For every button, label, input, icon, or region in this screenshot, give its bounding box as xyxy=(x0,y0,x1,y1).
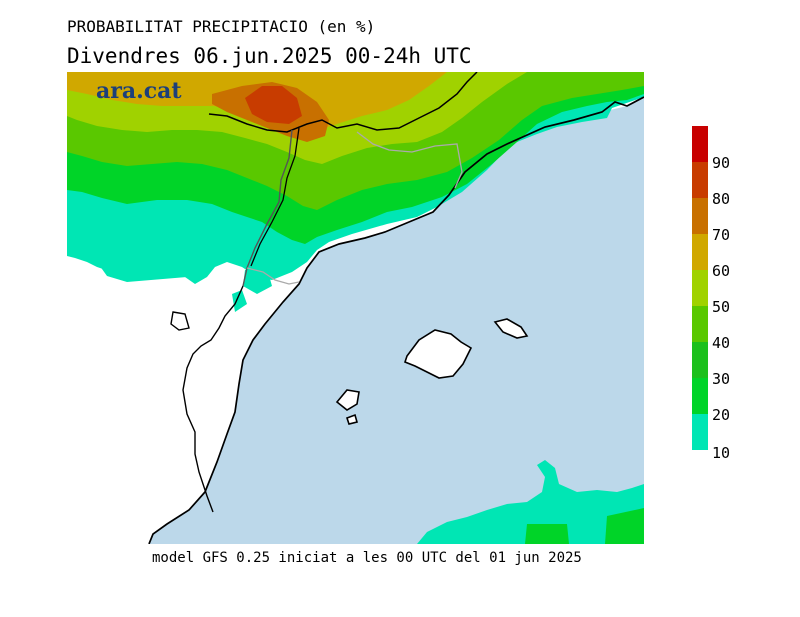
precip-blob-se-20 xyxy=(525,524,569,544)
border-west-lower xyxy=(170,311,190,331)
border-aragon-north xyxy=(250,127,300,267)
precip-blob-se-30 xyxy=(605,508,644,544)
legend-swatch-4 xyxy=(692,270,708,306)
legend-swatch-8 xyxy=(692,414,708,450)
legend-swatch-2 xyxy=(692,198,708,234)
border-valencia xyxy=(246,267,300,285)
legend-label-70: 70 xyxy=(712,226,731,244)
precipitation-map xyxy=(67,72,644,544)
legend-label-80: 80 xyxy=(712,190,731,208)
border-catalonia-interior xyxy=(356,131,463,189)
legend-label-60: 60 xyxy=(712,262,731,280)
ibiza-island xyxy=(335,389,360,411)
sea-area xyxy=(149,97,644,544)
map-subtitle: Divendres 06.jun.2025 00-24h UTC xyxy=(67,44,472,68)
brand-logo: ara.cat xyxy=(96,78,182,104)
legend-label-50: 50 xyxy=(712,298,731,316)
map-title: PROBABILITAT PRECIPITACIO (en %) xyxy=(67,17,376,36)
coastline xyxy=(148,96,644,544)
model-footer: model GFS 0.25 iniciat a les 00 UTC del … xyxy=(152,550,582,566)
border-aragon xyxy=(242,129,293,287)
legend-label-20: 20 xyxy=(712,406,731,424)
legend-label-40: 40 xyxy=(712,334,731,352)
legend-swatch-5 xyxy=(692,306,708,342)
legend-swatch-3 xyxy=(692,234,708,270)
legend-swatch-6 xyxy=(692,342,708,378)
menorca-island xyxy=(493,318,529,339)
legend-label-10: 10 xyxy=(712,444,731,462)
precip-blob-10-b xyxy=(243,268,272,294)
mallorca-island xyxy=(404,329,473,379)
precip-blob-10-c xyxy=(232,290,247,312)
legend-swatch-0 xyxy=(692,126,708,162)
border-france xyxy=(208,72,478,133)
legend-label-30: 30 xyxy=(712,370,731,388)
formentera-island xyxy=(345,413,358,425)
precip-core-90 xyxy=(245,86,302,124)
precip-blob-se-10 xyxy=(417,460,644,544)
legend-swatch-7 xyxy=(692,378,708,414)
legend-label-90: 90 xyxy=(712,154,731,172)
border-west-interior xyxy=(182,285,244,513)
precip-blob-10-a xyxy=(97,262,187,282)
legend-swatch-1 xyxy=(692,162,708,198)
